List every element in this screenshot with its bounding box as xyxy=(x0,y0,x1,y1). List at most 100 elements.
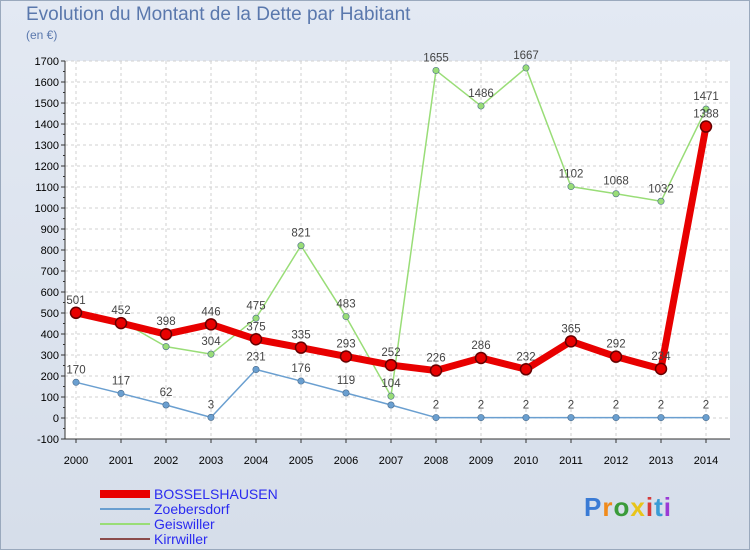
y-tick-label: 400 xyxy=(41,329,59,341)
data-point xyxy=(342,389,350,397)
y-tick-label: 200 xyxy=(41,371,59,383)
data-point xyxy=(387,401,395,409)
legend-entry: Geiswiller xyxy=(154,516,215,532)
data-point xyxy=(519,363,533,376)
data-label: 1068 xyxy=(603,176,629,188)
y-tick-label: 100 xyxy=(41,392,59,404)
data-label: 1667 xyxy=(513,50,539,62)
data-point xyxy=(702,414,710,422)
data-label: 483 xyxy=(336,299,355,311)
x-tick-label: 2010 xyxy=(514,455,538,467)
data-label: 176 xyxy=(291,363,310,375)
data-point xyxy=(429,364,443,377)
y-tick-label: -100 xyxy=(37,434,59,446)
x-tick-label: 2007 xyxy=(379,455,403,467)
data-label: 252 xyxy=(381,347,400,359)
data-point xyxy=(612,190,620,198)
data-point xyxy=(612,414,620,422)
data-point xyxy=(564,335,578,348)
data-point xyxy=(159,327,173,341)
data-point xyxy=(477,414,485,422)
y-tick-label: 1600 xyxy=(35,77,59,89)
x-tick-label: 2014 xyxy=(694,455,718,467)
legend-entry: BOSSELSHAUSEN xyxy=(154,486,278,502)
data-label: 1032 xyxy=(648,183,674,195)
x-tick-label: 2005 xyxy=(289,455,313,467)
data-point xyxy=(204,318,218,331)
x-tick-label: 2003 xyxy=(199,455,223,467)
data-label: 286 xyxy=(471,340,490,352)
y-tick-label: 300 xyxy=(41,350,59,362)
data-point xyxy=(477,102,485,110)
legend-entry: Zoebersdorf xyxy=(154,501,230,517)
data-label: 2 xyxy=(613,400,619,412)
data-label: 234 xyxy=(651,351,671,363)
data-point xyxy=(522,414,530,422)
data-label: 2 xyxy=(703,400,709,412)
data-point xyxy=(294,341,308,354)
y-tick-label: 1100 xyxy=(35,182,59,194)
data-point xyxy=(657,197,665,205)
data-point xyxy=(654,362,668,376)
x-tick-label: 2000 xyxy=(64,455,88,467)
data-label: 293 xyxy=(336,338,355,350)
data-point xyxy=(339,350,353,363)
data-label: 501 xyxy=(66,295,85,307)
data-label: 365 xyxy=(561,323,580,335)
data-point xyxy=(162,343,170,351)
chart-title: Evolution du Montant de la Dette par Hab… xyxy=(26,4,411,25)
y-tick-label: 1000 xyxy=(35,203,59,215)
y-tick-label: 1400 xyxy=(35,119,59,131)
x-tick-label: 2012 xyxy=(604,455,628,467)
data-label: 398 xyxy=(156,316,175,328)
data-point xyxy=(252,314,260,322)
data-label: 2 xyxy=(568,400,574,412)
x-tick-label: 2004 xyxy=(244,455,268,467)
x-tick-label: 2011 xyxy=(559,455,583,467)
proxiti-logo: Proxiti xyxy=(584,492,672,522)
data-label: 119 xyxy=(337,375,355,387)
data-label: 2 xyxy=(658,400,664,412)
y-tick-label: 900 xyxy=(41,224,59,236)
data-point xyxy=(567,183,575,191)
data-point xyxy=(567,414,575,422)
data-label: 2 xyxy=(523,400,529,412)
y-tick-label: 1700 xyxy=(35,56,59,68)
data-point xyxy=(342,313,350,321)
y-tick-label: 500 xyxy=(41,308,59,320)
x-tick-label: 2006 xyxy=(334,455,358,467)
data-label: 226 xyxy=(426,353,445,365)
data-label: 292 xyxy=(606,339,625,351)
data-label: 117 xyxy=(112,375,130,387)
data-point xyxy=(297,377,305,385)
data-point xyxy=(207,413,215,421)
chart-subtitle: (en €) xyxy=(26,28,58,42)
data-point xyxy=(72,378,80,386)
data-point xyxy=(162,401,170,409)
data-point xyxy=(699,120,713,133)
data-label: 1102 xyxy=(559,169,584,181)
data-label: 2 xyxy=(433,400,439,412)
data-label: 1486 xyxy=(468,88,494,100)
data-point xyxy=(117,389,125,397)
data-label: 104 xyxy=(381,378,401,390)
y-tick-label: 1300 xyxy=(35,140,59,152)
data-point xyxy=(702,105,710,113)
data-label: 1388 xyxy=(693,109,719,121)
data-label: 231 xyxy=(246,351,265,363)
data-point xyxy=(657,414,665,422)
legend-entry: Kirrwiller xyxy=(154,531,208,547)
x-tick-label: 2013 xyxy=(649,455,673,467)
data-point xyxy=(432,66,440,74)
y-tick-label: 1200 xyxy=(35,161,59,173)
data-label: 452 xyxy=(111,305,130,317)
y-tick-label: 800 xyxy=(41,245,59,257)
x-tick-label: 2001 xyxy=(109,455,133,467)
x-tick-label: 2008 xyxy=(424,455,448,467)
data-label: 3 xyxy=(208,399,214,411)
data-point xyxy=(207,350,215,358)
y-tick-label: 700 xyxy=(41,266,59,278)
x-tick-label: 2009 xyxy=(469,455,493,467)
x-tick-label: 2002 xyxy=(154,455,178,467)
